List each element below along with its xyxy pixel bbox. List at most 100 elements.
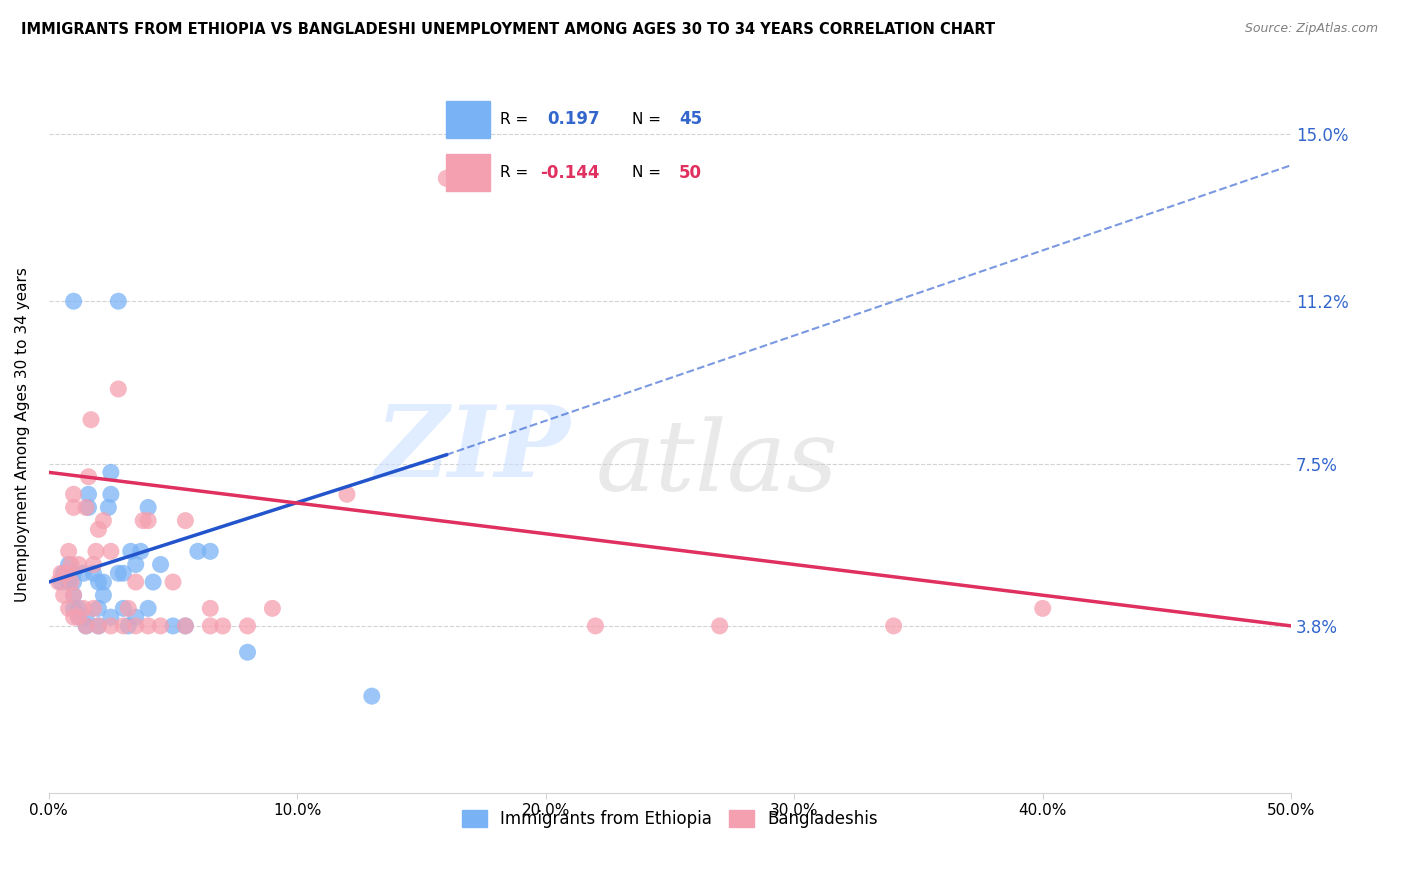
Y-axis label: Unemployment Among Ages 30 to 34 years: Unemployment Among Ages 30 to 34 years: [15, 268, 30, 602]
Point: [62, 610, 84, 624]
Point: [162, 619, 184, 633]
Text: 50: 50: [679, 164, 702, 182]
Point: [87, 601, 110, 615]
Point: [883, 619, 905, 633]
Point: [48, 575, 70, 590]
Point: [336, 487, 359, 501]
Text: R =: R =: [501, 112, 533, 127]
Point: [60, 575, 83, 590]
Point: [72, 601, 94, 615]
Point: [58, 575, 80, 590]
Point: [62, 575, 84, 590]
Point: [112, 619, 135, 633]
Point: [75, 610, 97, 624]
Point: [262, 601, 284, 615]
Point: [125, 619, 148, 633]
Point: [55, 566, 77, 581]
Point: [100, 466, 122, 480]
Point: [125, 610, 148, 624]
Point: [62, 588, 84, 602]
Point: [77, 500, 100, 515]
Point: [200, 601, 222, 615]
Point: [117, 601, 139, 615]
Text: N =: N =: [631, 112, 665, 127]
Point: [93, 588, 115, 602]
Text: atlas: atlas: [595, 416, 838, 511]
Point: [87, 619, 110, 633]
Point: [58, 558, 80, 572]
Point: [142, 575, 165, 590]
Point: [75, 619, 97, 633]
Point: [67, 558, 90, 572]
Point: [136, 514, 159, 528]
Point: [77, 469, 100, 483]
Text: 0.197: 0.197: [547, 111, 600, 128]
Point: [125, 575, 148, 590]
Point: [125, 558, 148, 572]
Point: [87, 522, 110, 536]
Point: [80, 413, 103, 427]
Point: [82, 566, 104, 581]
Point: [62, 294, 84, 309]
Point: [58, 601, 80, 615]
Point: [117, 619, 139, 633]
Point: [112, 566, 135, 581]
Text: ZIP: ZIP: [375, 401, 571, 498]
Point: [174, 514, 197, 528]
Point: [58, 544, 80, 558]
Point: [75, 619, 97, 633]
Point: [149, 619, 172, 633]
Point: [129, 544, 152, 558]
Point: [67, 610, 90, 624]
Point: [149, 558, 172, 572]
Point: [107, 294, 129, 309]
Point: [52, 566, 75, 581]
Legend: Immigrants from Ethiopia, Bangladeshis: Immigrants from Ethiopia, Bangladeshis: [456, 803, 884, 834]
Point: [52, 588, 75, 602]
Text: IMMIGRANTS FROM ETHIOPIA VS BANGLADESHI UNEMPLOYMENT AMONG AGES 30 TO 34 YEARS C: IMMIGRANTS FROM ETHIOPIA VS BANGLADESHI …: [21, 22, 995, 37]
Text: 45: 45: [679, 111, 702, 128]
Point: [112, 601, 135, 615]
Point: [87, 575, 110, 590]
Point: [51, 575, 73, 590]
Point: [100, 610, 122, 624]
Point: [583, 619, 606, 633]
Point: [200, 544, 222, 558]
Point: [62, 588, 84, 602]
Point: [67, 601, 90, 615]
Point: [132, 514, 155, 528]
Point: [82, 601, 104, 615]
Point: [107, 566, 129, 581]
Point: [62, 487, 84, 501]
Point: [97, 500, 120, 515]
Point: [187, 544, 209, 558]
Text: Source: ZipAtlas.com: Source: ZipAtlas.com: [1244, 22, 1378, 36]
Bar: [446, 101, 489, 138]
Point: [67, 610, 90, 624]
Point: [75, 500, 97, 515]
Point: [100, 619, 122, 633]
Point: [107, 382, 129, 396]
Text: N =: N =: [631, 165, 665, 180]
Point: [84, 544, 107, 558]
Point: [100, 487, 122, 501]
Point: [174, 619, 197, 633]
Point: [62, 500, 84, 515]
Point: [200, 619, 222, 633]
Point: [93, 514, 115, 528]
Point: [51, 566, 73, 581]
Point: [434, 171, 457, 186]
Point: [77, 487, 100, 501]
Point: [60, 558, 83, 572]
Point: [100, 544, 122, 558]
Point: [120, 544, 142, 558]
Point: [93, 575, 115, 590]
Point: [236, 619, 259, 633]
Point: [62, 601, 84, 615]
Bar: [446, 154, 489, 191]
Point: [709, 619, 731, 633]
Point: [62, 566, 84, 581]
Point: [236, 645, 259, 659]
Point: [87, 619, 110, 633]
Point: [211, 619, 233, 633]
